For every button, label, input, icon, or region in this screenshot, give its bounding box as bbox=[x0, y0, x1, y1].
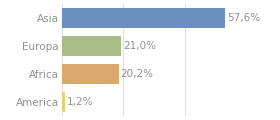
Bar bbox=[62, 92, 65, 112]
Text: 20,2%: 20,2% bbox=[121, 69, 154, 79]
Bar bbox=[62, 8, 225, 28]
Text: 57,6%: 57,6% bbox=[227, 13, 260, 23]
Bar bbox=[62, 64, 119, 84]
Bar bbox=[62, 36, 121, 56]
Text: 1,2%: 1,2% bbox=[67, 97, 93, 107]
Text: 21,0%: 21,0% bbox=[123, 41, 156, 51]
